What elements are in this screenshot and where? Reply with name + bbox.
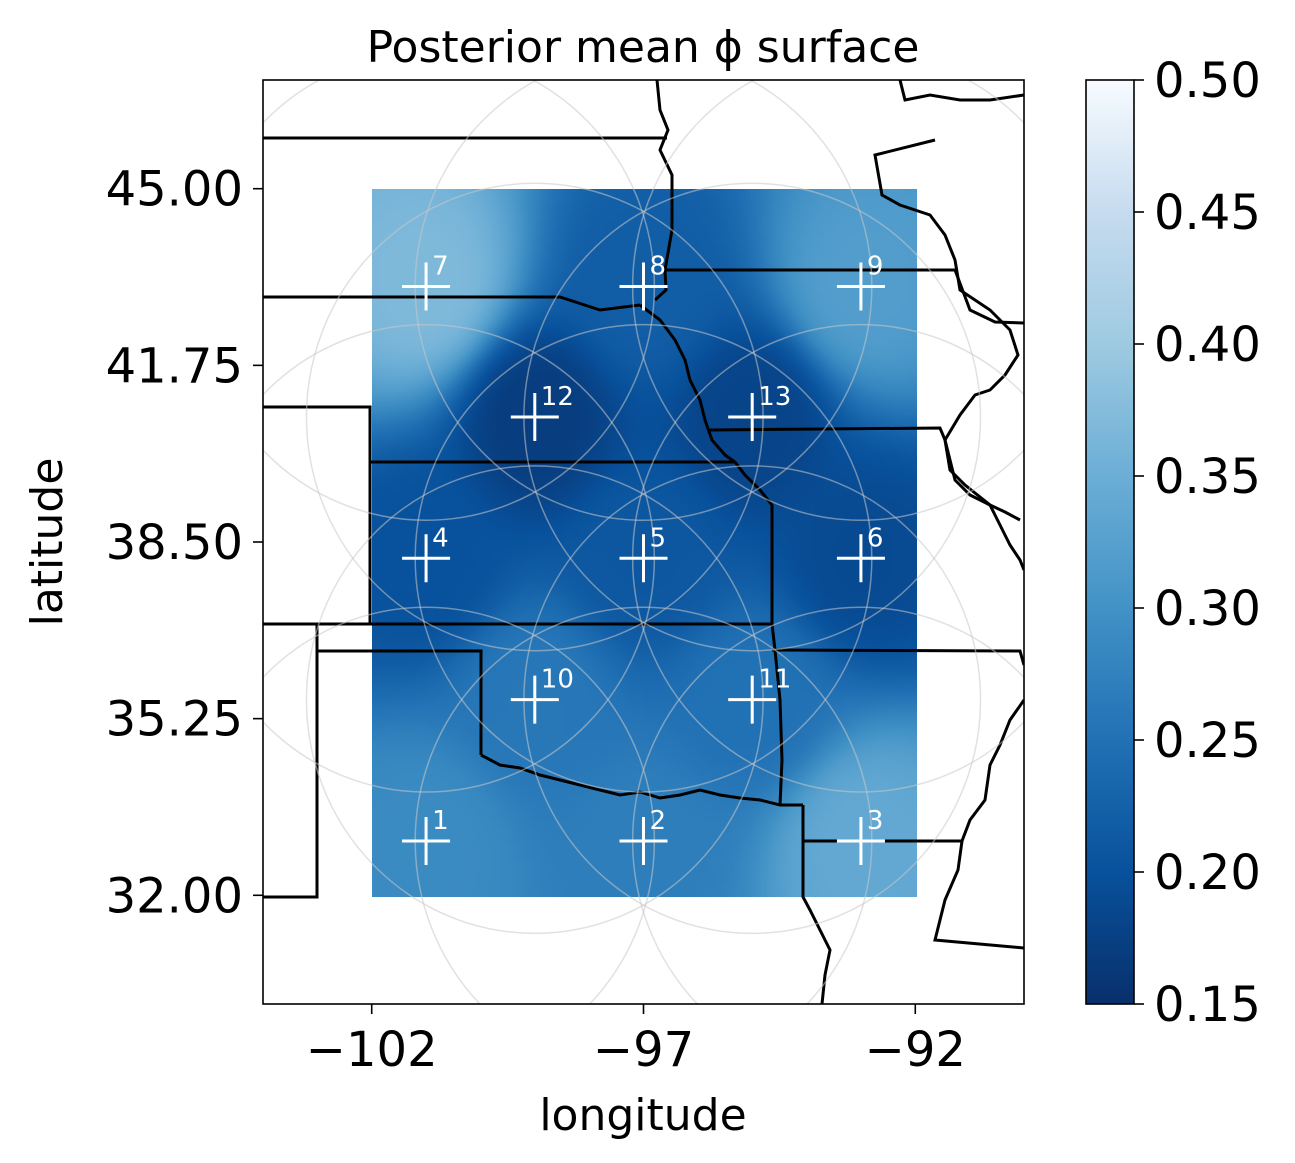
knot-label-11: 11 bbox=[758, 665, 791, 695]
knot-marker-10 bbox=[510, 675, 559, 724]
knot-label-12: 12 bbox=[541, 382, 574, 412]
knot-marker-9 bbox=[836, 262, 885, 311]
y-tick-label: 32.00 bbox=[106, 868, 243, 924]
state-boundaries bbox=[263, 80, 1024, 1004]
boundary-co-ne bbox=[263, 405, 372, 624]
boundary-mn-west bbox=[653, 80, 674, 302]
boundary-mississippi bbox=[873, 138, 1024, 571]
boundary-mo-ar bbox=[771, 648, 1024, 666]
boundary-ne-sd bbox=[263, 295, 641, 312]
boundary-ok-panhandle bbox=[315, 624, 483, 755]
knot-marker-8 bbox=[619, 262, 668, 311]
knot-label-10: 10 bbox=[541, 665, 574, 695]
x-axis-label: longitude bbox=[539, 1090, 746, 1141]
knot-label-5: 5 bbox=[650, 523, 667, 553]
colorbar-gradient bbox=[1085, 79, 1135, 1005]
y-tick-label: 35.25 bbox=[106, 692, 243, 748]
knot-marker-4 bbox=[402, 534, 451, 583]
knot-marker-13 bbox=[728, 392, 777, 441]
knot-marker-2 bbox=[619, 816, 668, 865]
knot-marker-12 bbox=[510, 392, 559, 441]
knot-label-4: 4 bbox=[432, 523, 449, 553]
knot-marker-11 bbox=[728, 675, 777, 724]
y-axis-label: latitude bbox=[22, 458, 73, 627]
knot-label-1: 1 bbox=[432, 806, 449, 836]
knot-label-3: 3 bbox=[867, 806, 884, 836]
chart-title: Posterior mean ϕ surface bbox=[367, 22, 920, 73]
y-axis: 32.00 35.25 38.50 41.75 45.00 bbox=[106, 162, 263, 924]
colorbar-tick-label: 0.15 bbox=[1154, 977, 1261, 1033]
boundary-ia-mo bbox=[709, 426, 1021, 522]
boundary-ks-mo bbox=[733, 461, 774, 624]
colorbar-tick-label: 0.45 bbox=[1154, 185, 1261, 241]
colorbar: 0.15 0.20 0.25 0.30 0.35 0.40 0.45 0.50 bbox=[1085, 53, 1261, 1033]
x-tick-label: −97 bbox=[593, 1022, 694, 1078]
knot-label-13: 13 bbox=[758, 382, 791, 412]
x-tick-label: −92 bbox=[865, 1022, 966, 1078]
x-tick-label: −102 bbox=[306, 1022, 438, 1078]
knot-label-7: 7 bbox=[432, 252, 449, 282]
x-axis: −102 −97 −92 bbox=[306, 1004, 966, 1078]
knot-marker-6 bbox=[836, 534, 885, 583]
colorbar-ticks: 0.15 0.20 0.25 0.30 0.35 0.40 0.45 0.50 bbox=[1134, 53, 1261, 1033]
y-tick-label: 41.75 bbox=[106, 338, 243, 394]
colorbar-tick-label: 0.50 bbox=[1154, 53, 1261, 109]
knot-label-9: 9 bbox=[867, 252, 884, 282]
colorbar-tick-label: 0.20 bbox=[1154, 845, 1261, 901]
y-tick-label: 45.00 bbox=[106, 162, 243, 218]
knot-marker-1 bbox=[402, 816, 451, 865]
knot-label-8: 8 bbox=[650, 252, 667, 282]
colorbar-tick-label: 0.30 bbox=[1154, 581, 1261, 637]
boundary-ok-east bbox=[770, 623, 784, 806]
knot-marker-7 bbox=[402, 262, 451, 311]
colorbar-tick-label: 0.35 bbox=[1154, 449, 1261, 505]
knot-label-6: 6 bbox=[867, 523, 884, 553]
knot-marker-5 bbox=[619, 534, 668, 583]
colorbar-tick-label: 0.25 bbox=[1154, 713, 1261, 769]
y-tick-label: 38.50 bbox=[106, 515, 243, 571]
boundary-nm-tx bbox=[263, 651, 319, 899]
boundary-missouri-river bbox=[639, 303, 736, 464]
boundary-wi-north bbox=[898, 80, 1024, 102]
boundary-ia-mn bbox=[665, 268, 1024, 325]
colorbar-tick-label: 0.40 bbox=[1154, 317, 1261, 373]
boundary-tx-ar-la bbox=[801, 805, 832, 1004]
boundary-lower-mississippi bbox=[933, 699, 1024, 950]
knot-label-2: 2 bbox=[650, 806, 667, 836]
knot-marker-3 bbox=[836, 816, 885, 865]
